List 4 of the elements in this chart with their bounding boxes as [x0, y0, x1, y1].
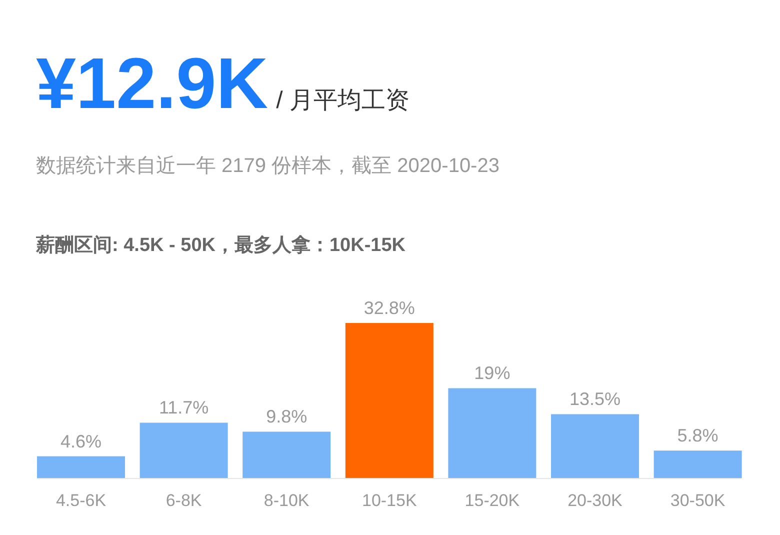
annotation: 数据统计来自近一年 2179 份样本，截至 2020-10-23	[36, 155, 500, 177]
annotation: 薪酬区间: 4.5K - 50K，最多人拿：10K-15K	[36, 235, 406, 256]
subtitle: / 月平均工资	[276, 87, 410, 114]
title: ¥12.9K	[36, 44, 268, 124]
